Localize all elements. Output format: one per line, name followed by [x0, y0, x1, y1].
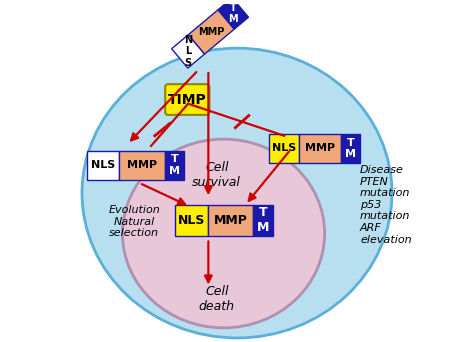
Text: MMP: MMP: [305, 143, 336, 154]
Text: MMP: MMP: [127, 160, 157, 170]
FancyBboxPatch shape: [165, 84, 210, 115]
Bar: [341, 134, 360, 163]
Text: Evolution
Natural
selection: Evolution Natural selection: [109, 205, 160, 238]
Text: Cell
survival: Cell survival: [192, 160, 241, 188]
Text: T
M: T M: [228, 3, 238, 24]
Bar: [188, 10, 234, 54]
Text: MMP: MMP: [213, 214, 247, 227]
Text: TIMP: TIMP: [168, 93, 207, 107]
Text: NLS: NLS: [91, 160, 115, 170]
Text: T
M: T M: [345, 137, 356, 159]
Bar: [164, 151, 184, 180]
Ellipse shape: [122, 139, 325, 328]
Bar: [218, 0, 248, 29]
Ellipse shape: [82, 48, 392, 338]
Bar: [174, 205, 208, 236]
Bar: [300, 134, 341, 163]
Text: N
L
S: N L S: [184, 35, 192, 68]
Bar: [253, 205, 273, 236]
Text: T
M: T M: [169, 155, 180, 176]
Bar: [119, 151, 164, 180]
Text: T
M: T M: [257, 206, 269, 234]
Bar: [208, 205, 253, 236]
Bar: [269, 134, 300, 163]
Text: Disease
PTEN
mutation
p53
mutation
ARF
elevation: Disease PTEN mutation p53 mutation ARF e…: [360, 165, 411, 245]
Text: Cell
death: Cell death: [199, 285, 235, 313]
Text: NLS: NLS: [177, 214, 205, 227]
Bar: [87, 151, 119, 180]
Bar: [172, 35, 205, 68]
Text: MMP: MMP: [198, 27, 225, 37]
Text: NLS: NLS: [272, 143, 296, 154]
